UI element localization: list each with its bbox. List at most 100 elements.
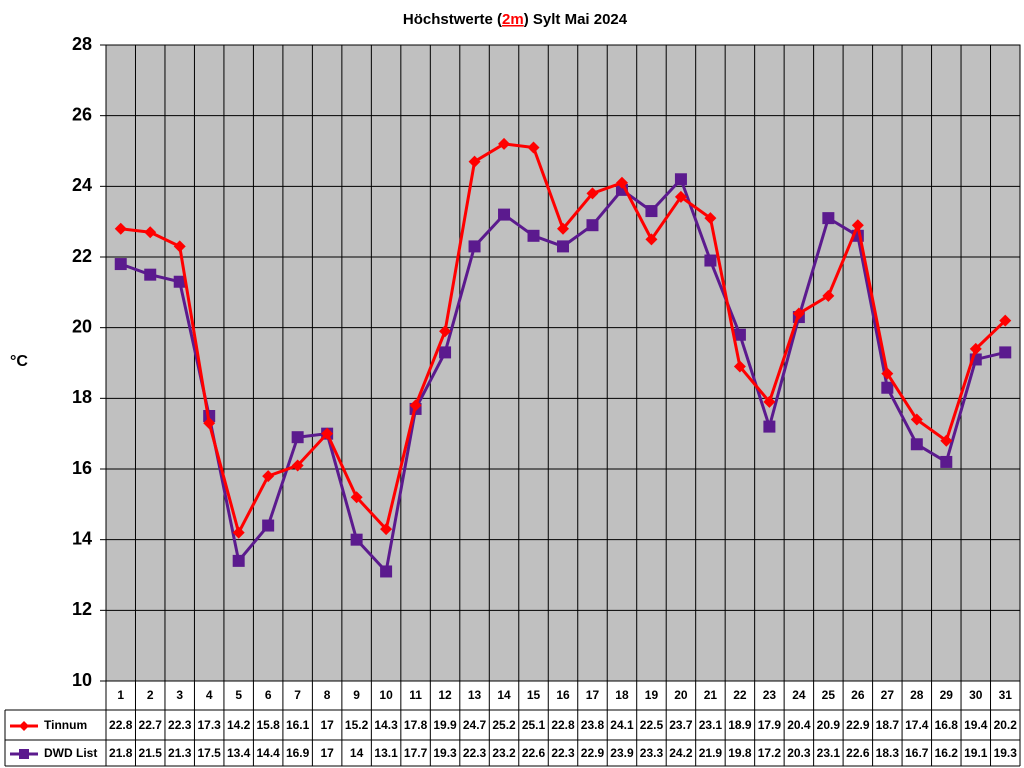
marker bbox=[763, 420, 776, 433]
table-value: 22.7 bbox=[139, 718, 163, 732]
x-tick-label: 27 bbox=[881, 688, 895, 702]
x-tick-label: 17 bbox=[586, 688, 600, 702]
table-value: 24.2 bbox=[669, 746, 693, 760]
y-tick-label: 20 bbox=[72, 316, 92, 336]
title-part: ) Sylt Mai 2024 bbox=[524, 11, 628, 28]
marker bbox=[615, 176, 628, 189]
marker bbox=[792, 307, 805, 320]
y-tick-label: 24 bbox=[72, 175, 92, 195]
table-value: 24.7 bbox=[463, 718, 487, 732]
table-value: 23.2 bbox=[492, 746, 516, 760]
marker bbox=[19, 721, 29, 731]
x-tick-label: 14 bbox=[497, 688, 511, 702]
x-tick-label: 1 bbox=[117, 688, 124, 702]
legend-label: DWD List bbox=[44, 746, 97, 760]
x-tick-label: 25 bbox=[822, 688, 836, 702]
y-axis-label: °C bbox=[10, 353, 28, 370]
x-tick-label: 12 bbox=[438, 688, 452, 702]
table-value: 14.3 bbox=[374, 718, 398, 732]
table-value: 22.3 bbox=[551, 746, 575, 760]
x-tick-label: 18 bbox=[615, 688, 629, 702]
marker bbox=[144, 268, 157, 281]
table-value: 16.9 bbox=[286, 746, 310, 760]
marker bbox=[527, 229, 540, 242]
marker bbox=[114, 258, 127, 271]
marker bbox=[822, 212, 835, 225]
table-value: 15.2 bbox=[345, 718, 369, 732]
marker bbox=[232, 526, 245, 539]
table-value: 15.8 bbox=[256, 718, 280, 732]
marker bbox=[321, 427, 334, 440]
table-value: 23.9 bbox=[610, 746, 634, 760]
marker bbox=[173, 240, 186, 253]
y-tick-label: 28 bbox=[72, 34, 92, 54]
y-tick-label: 16 bbox=[72, 458, 92, 478]
table-value: 22.8 bbox=[109, 718, 133, 732]
table-value: 22.8 bbox=[551, 718, 575, 732]
marker bbox=[763, 395, 776, 408]
marker bbox=[498, 137, 511, 150]
x-tick-label: 30 bbox=[969, 688, 983, 702]
x-tick-label: 9 bbox=[353, 688, 360, 702]
y-tick-label: 18 bbox=[72, 387, 92, 407]
marker bbox=[586, 219, 599, 232]
table-value: 14 bbox=[350, 746, 364, 760]
table-value: 14.4 bbox=[256, 746, 280, 760]
plot-area bbox=[105, 44, 1021, 682]
marker bbox=[557, 222, 569, 235]
table-value: 16.1 bbox=[286, 718, 310, 732]
table-value: 20.4 bbox=[787, 718, 811, 732]
x-tick-label: 4 bbox=[206, 688, 213, 702]
x-tick-label: 24 bbox=[792, 688, 806, 702]
marker bbox=[350, 533, 363, 546]
table-value: 16.7 bbox=[905, 746, 929, 760]
marker bbox=[291, 431, 304, 444]
y-tick-label: 12 bbox=[72, 599, 92, 619]
title-part: 2m bbox=[502, 11, 524, 28]
table-value: 22.5 bbox=[640, 718, 664, 732]
marker bbox=[19, 749, 29, 759]
marker bbox=[674, 190, 687, 203]
table-value: 23.3 bbox=[640, 746, 664, 760]
marker bbox=[940, 455, 953, 468]
marker bbox=[851, 219, 864, 232]
x-tick-label: 2 bbox=[147, 688, 154, 702]
table-value: 17.2 bbox=[758, 746, 782, 760]
marker bbox=[262, 519, 275, 532]
marker bbox=[262, 470, 275, 483]
x-tick-label: 10 bbox=[379, 688, 393, 702]
table-value: 17.7 bbox=[404, 746, 428, 760]
x-tick-label: 28 bbox=[910, 688, 924, 702]
table-value: 18.9 bbox=[728, 718, 752, 732]
x-tick-label: 29 bbox=[940, 688, 954, 702]
table-value: 13.1 bbox=[374, 746, 398, 760]
x-tick-label: 3 bbox=[176, 688, 183, 702]
table-value: 20.2 bbox=[994, 718, 1018, 732]
table-value: 24.1 bbox=[610, 718, 634, 732]
marker bbox=[439, 325, 452, 338]
table-value: 17.4 bbox=[905, 718, 929, 732]
table-value: 17.8 bbox=[404, 718, 428, 732]
x-tick-label: 31 bbox=[999, 688, 1013, 702]
marker bbox=[704, 212, 717, 225]
marker bbox=[468, 240, 481, 253]
table-value: 19.3 bbox=[994, 746, 1018, 760]
table-value: 18.3 bbox=[876, 746, 900, 760]
table-value: 22.6 bbox=[846, 746, 870, 760]
marker bbox=[586, 187, 599, 200]
marker bbox=[203, 417, 216, 430]
x-tick-label: 16 bbox=[556, 688, 570, 702]
table-value: 17 bbox=[320, 718, 334, 732]
table-value: 14.2 bbox=[227, 718, 251, 732]
marker bbox=[733, 360, 746, 373]
marker bbox=[674, 173, 687, 186]
title-part: Höchstwerte ( bbox=[403, 11, 502, 28]
x-tick-label: 23 bbox=[763, 688, 777, 702]
marker bbox=[822, 289, 835, 302]
marker bbox=[114, 222, 127, 235]
table-value: 22.3 bbox=[168, 718, 192, 732]
table-value: 20.3 bbox=[787, 746, 811, 760]
table-value: 22.3 bbox=[463, 746, 487, 760]
marker bbox=[940, 434, 953, 447]
